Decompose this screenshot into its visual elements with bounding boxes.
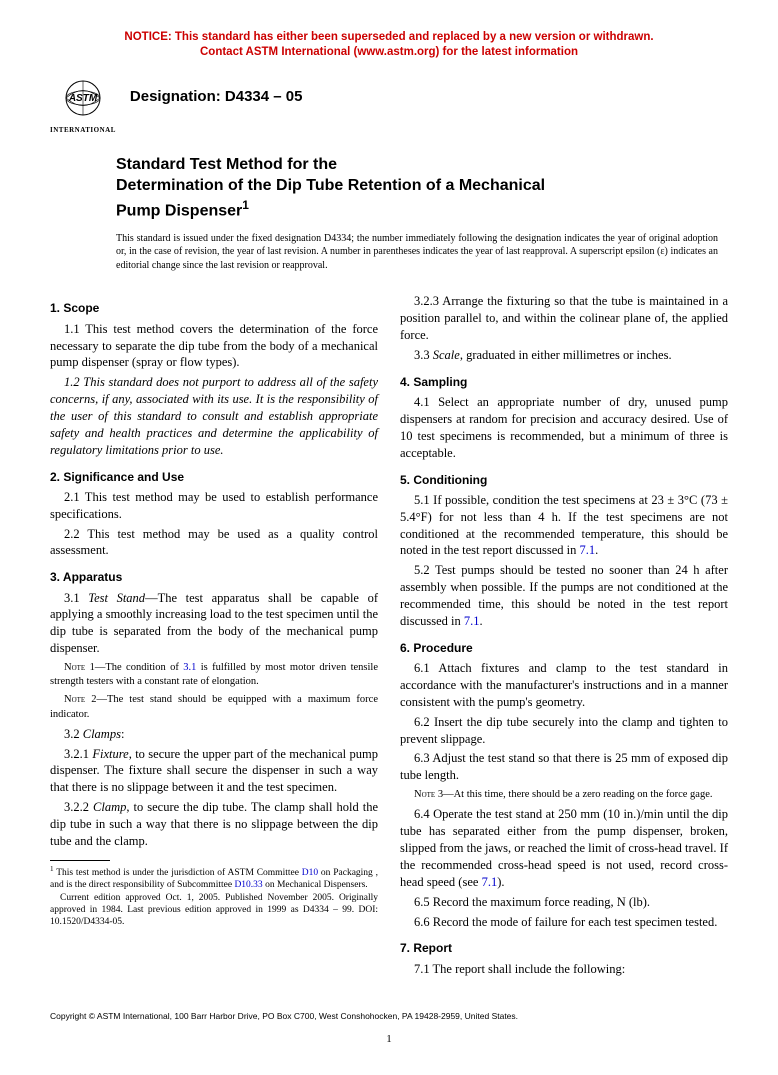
para-5-2-link[interactable]: 7.1 — [464, 614, 480, 628]
footnote-pre: This test method is under the jurisdicti… — [54, 868, 302, 878]
significance-heading: 2. Significance and Use — [50, 469, 378, 485]
para-3-2-3: 3.2.3 Arrange the fixturing so that the … — [400, 293, 728, 344]
para-3-2-1: 3.2.1 Fixture, to secure the upper part … — [50, 746, 378, 797]
sampling-heading: 4. Sampling — [400, 374, 728, 390]
para-5-2-pre: 5.2 Test pumps should be tested no soone… — [400, 563, 728, 628]
para-6-3: 6.3 Adjust the test stand so that there … — [400, 750, 728, 784]
para-6-5: 6.5 Record the maximum force reading, N … — [400, 894, 728, 911]
procedure-heading: 6. Procedure — [400, 640, 728, 656]
note3-text: —At this time, there should be a zero re… — [443, 789, 712, 800]
standard-title: Standard Test Method for the Determinati… — [116, 154, 728, 222]
para-3-2-post: : — [121, 727, 124, 741]
para-4-1: 4.1 Select an appropriate number of dry,… — [400, 394, 728, 462]
para-3-1-pre: 3.1 — [64, 591, 88, 605]
para-5-1-link[interactable]: 7.1 — [579, 543, 595, 557]
page-container: NOTICE: This standard has either been su… — [0, 0, 778, 1075]
notice-line2: Contact ASTM International (www.astm.org… — [200, 46, 578, 58]
note1-pre: —The condition of — [95, 662, 183, 673]
footnote-divider — [50, 860, 110, 861]
para-2-2: 2.2 This test method may be used as a qu… — [50, 526, 378, 560]
note-3: Note 3—At this time, there should be a z… — [400, 788, 728, 802]
apparatus-heading: 3. Apparatus — [50, 569, 378, 585]
header-row: ASTM INTERNATIONAL Designation: D4334 – … — [50, 78, 728, 134]
para-6-1: 6.1 Attach fixtures and clamp to the tes… — [400, 660, 728, 711]
note-1: Note 1—The condition of 3.1 is fulfilled… — [50, 661, 378, 689]
title-line1: Standard Test Method for the — [116, 156, 337, 173]
para-1-2: 1.2 This standard does not purport to ad… — [50, 374, 378, 458]
notice-line1: NOTICE: This standard has either been su… — [124, 31, 653, 43]
designation-label: Designation: D4334 – 05 — [130, 88, 303, 105]
scope-heading: 1. Scope — [50, 300, 378, 316]
title-line3: Pump Dispenser — [116, 202, 242, 219]
title-block: Standard Test Method for the Determinati… — [116, 154, 728, 222]
para-3-1: 3.1 Test Stand—The test apparatus shall … — [50, 590, 378, 658]
report-heading: 7. Report — [400, 940, 728, 956]
para-3-3-term: Scale — [433, 348, 460, 362]
para-6-4-post: ). — [497, 875, 504, 889]
para-6-4-link[interactable]: 7.1 — [482, 875, 498, 889]
para-5-1-pre: 5.1 If possible, condition the test spec… — [400, 493, 728, 558]
notice-banner: NOTICE: This standard has either been su… — [50, 20, 728, 70]
footnote-1: 1 This test method is under the jurisdic… — [50, 865, 378, 892]
para-2-1: 2.1 This test method may be used to esta… — [50, 489, 378, 523]
page-number: 1 — [50, 1033, 728, 1045]
content-columns: 1. Scope 1.1 This test method covers the… — [50, 290, 728, 980]
issuance-note: This standard is issued under the fixed … — [116, 232, 718, 273]
para-3-2-pre: 3.2 — [64, 727, 83, 741]
title-sup: 1 — [242, 198, 249, 212]
para-5-2: 5.2 Test pumps should be tested no soone… — [400, 562, 728, 630]
conditioning-heading: 5. Conditioning — [400, 472, 728, 488]
para-3-3: 3.3 Scale, graduated in either millimetr… — [400, 347, 728, 364]
para-3-3-pre: 3.3 — [414, 348, 433, 362]
footnote-link-d10[interactable]: D10 — [302, 868, 318, 878]
note2-text: —The test stand should be equipped with … — [50, 694, 378, 719]
left-column: 1. Scope 1.1 This test method covers the… — [50, 290, 378, 980]
para-3-2-1-term: Fixture — [92, 747, 128, 761]
note1-link[interactable]: 3.1 — [183, 662, 196, 673]
astm-logo-block: ASTM INTERNATIONAL — [50, 78, 116, 134]
para-3-2-term: Clamps — [83, 727, 121, 741]
note2-label: Note 2 — [64, 694, 96, 705]
para-1-1: 1.1 This test method covers the determin… — [50, 321, 378, 372]
para-3-2-2: 3.2.2 Clamp, to secure the dip tube. The… — [50, 799, 378, 850]
copyright-notice: Copyright © ASTM International, 100 Barr… — [50, 1011, 728, 1021]
para-6-2: 6.2 Insert the dip tube securely into th… — [400, 714, 728, 748]
footnote-mid2: on Mechanical Dispensers. — [263, 880, 368, 890]
para-3-2: 3.2 Clamps: — [50, 726, 378, 743]
note3-label: Note 3 — [414, 789, 443, 800]
para-7-1: 7.1 The report shall include the followi… — [400, 961, 728, 978]
para-3-3-post: , graduated in either millimetres or inc… — [460, 348, 672, 362]
svg-text:ASTM: ASTM — [68, 93, 98, 104]
para-3-2-1-pre: 3.2.1 — [64, 747, 92, 761]
footnote-2: Current edition approved Oct. 1, 2005. P… — [50, 892, 378, 929]
para-5-1: 5.1 If possible, condition the test spec… — [400, 492, 728, 560]
note1-label: Note 1 — [64, 662, 95, 673]
footnote-link-d1033[interactable]: D10.33 — [234, 880, 262, 890]
para-3-2-2-pre: 3.2.2 — [64, 800, 93, 814]
para-5-1-post: . — [595, 543, 598, 557]
title-line2: Determination of the Dip Tube Retention … — [116, 177, 545, 194]
logo-subtext: INTERNATIONAL — [50, 126, 116, 134]
para-6-4-pre: 6.4 Operate the test stand at 250 mm (10… — [400, 807, 728, 889]
para-3-1-term: Test Stand — [88, 591, 145, 605]
astm-logo-icon: ASTM — [57, 78, 109, 120]
para-3-2-2-term: Clamp — [93, 800, 126, 814]
para-5-2-post: . — [480, 614, 483, 628]
para-6-4: 6.4 Operate the test stand at 250 mm (10… — [400, 806, 728, 890]
right-column: 3.2.3 Arrange the fixturing so that the … — [400, 290, 728, 980]
para-6-6: 6.6 Record the mode of failure for each … — [400, 914, 728, 931]
note-2: Note 2—The test stand should be equipped… — [50, 693, 378, 721]
